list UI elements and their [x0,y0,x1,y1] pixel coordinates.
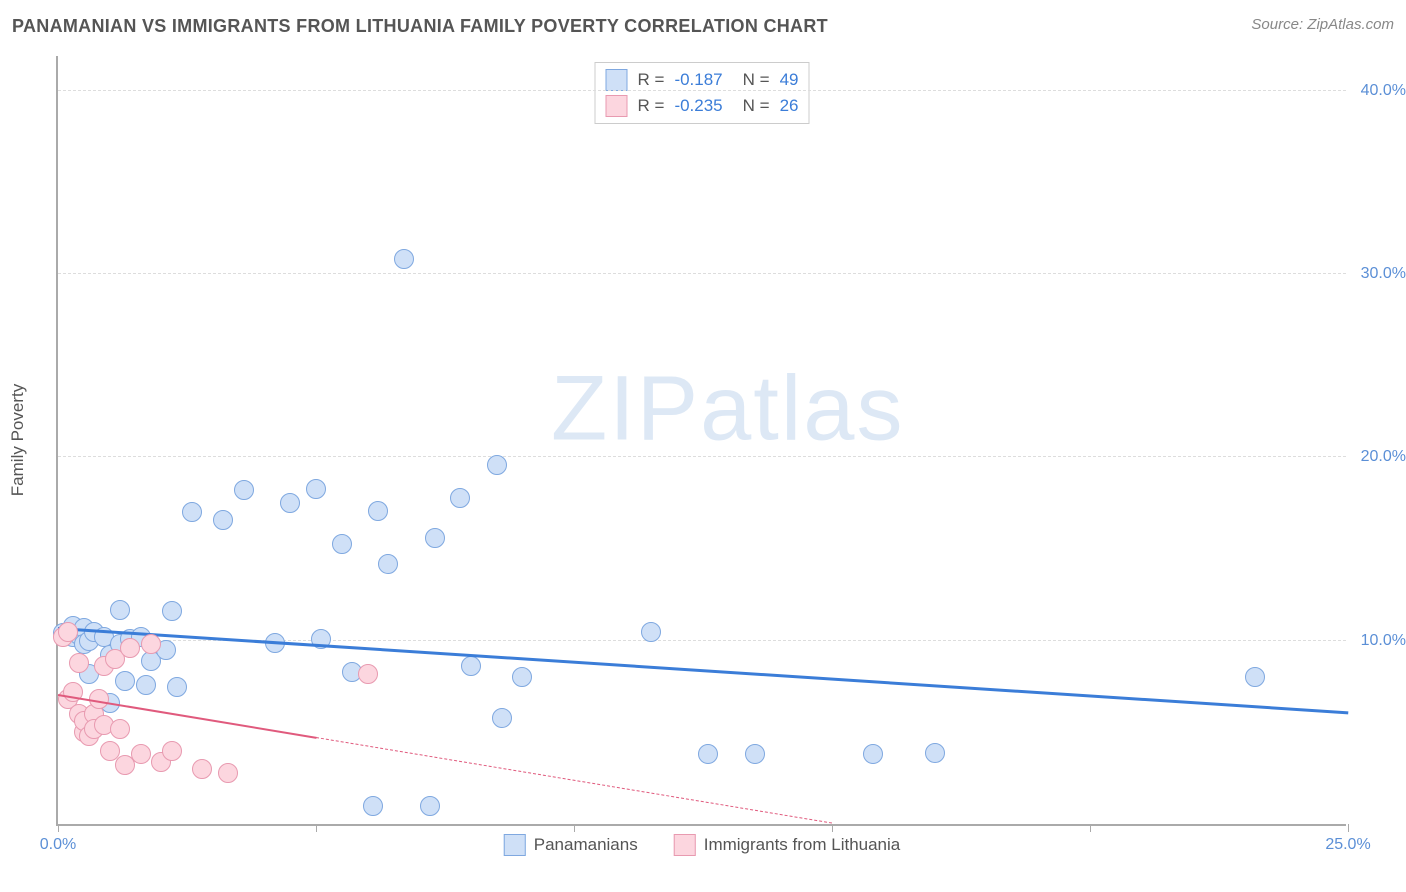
n-label: N = [743,96,770,116]
data-point [698,744,718,764]
x-tick-label: 25.0% [1325,836,1370,854]
data-point [110,600,130,620]
data-point [136,675,156,695]
r-value-1: -0.235 [674,96,722,116]
data-point [58,622,78,642]
data-point [306,479,326,499]
y-tick-label: 40.0% [1361,82,1406,100]
data-point [925,743,945,763]
series-swatch-0 [606,69,628,91]
n-label: N = [743,70,770,90]
series-swatch-0 [504,834,526,856]
series-legend: Panamanians Immigrants from Lithuania [504,834,901,856]
x-tick [1348,824,1349,832]
data-point [461,656,481,676]
watermark: ZIPatlas [551,357,904,462]
data-point [745,744,765,764]
data-point [182,502,202,522]
gridline [58,456,1346,457]
r-value-0: -0.187 [674,70,722,90]
data-point [162,601,182,621]
x-tick [58,824,59,832]
data-point [131,744,151,764]
n-value-0: 49 [780,70,799,90]
data-point [110,719,130,739]
data-point [641,622,661,642]
r-label: R = [638,96,665,116]
data-point [115,671,135,691]
data-point [213,510,233,530]
gridline [58,273,1346,274]
legend-label-0: Panamanians [534,835,638,855]
data-point [69,653,89,673]
y-tick-label: 20.0% [1361,448,1406,466]
y-tick-label: 30.0% [1361,265,1406,283]
data-point [394,249,414,269]
data-point [863,744,883,764]
source-name: ZipAtlas.com [1307,16,1394,33]
data-point [100,741,120,761]
data-point [358,664,378,684]
y-tick-label: 10.0% [1361,632,1406,650]
data-point [141,634,161,654]
data-point [492,708,512,728]
correlation-legend: R = -0.187 N = 49 R = -0.235 N = 26 [595,62,810,124]
data-point [487,455,507,475]
gridline [58,90,1346,91]
x-tick-label: 0.0% [40,836,76,854]
x-tick [1090,824,1091,832]
data-point [192,759,212,779]
x-tick [316,824,317,832]
data-point [1245,667,1265,687]
source-label: Source: [1251,16,1307,33]
data-point [450,488,470,508]
source-credit: Source: ZipAtlas.com [1251,16,1394,33]
y-axis-title: Family Poverty [8,384,28,496]
legend-item: Panamanians [504,834,638,856]
data-point [512,667,532,687]
data-point [218,763,238,783]
watermark-suffix: atlas [700,358,904,460]
correlation-legend-row: R = -0.235 N = 26 [606,93,799,119]
scatter-plot: ZIPatlas Family Poverty R = -0.187 N = 4… [56,56,1346,826]
x-tick [574,824,575,832]
legend-item: Immigrants from Lithuania [674,834,901,856]
data-point [425,528,445,548]
data-point [363,796,383,816]
r-label: R = [638,70,665,90]
data-point [120,638,140,658]
data-point [234,480,254,500]
x-tick [832,824,833,832]
data-point [162,741,182,761]
data-point [167,677,187,697]
data-point [420,796,440,816]
chart-title: PANAMANIAN VS IMMIGRANTS FROM LITHUANIA … [12,16,828,37]
watermark-prefix: ZIP [551,358,700,460]
series-swatch-1 [606,95,628,117]
data-point [368,501,388,521]
data-point [280,493,300,513]
legend-label-1: Immigrants from Lithuania [704,835,901,855]
data-point [332,534,352,554]
series-swatch-1 [674,834,696,856]
n-value-1: 26 [780,96,799,116]
title-bar: PANAMANIAN VS IMMIGRANTS FROM LITHUANIA … [12,16,1394,37]
data-point [378,554,398,574]
